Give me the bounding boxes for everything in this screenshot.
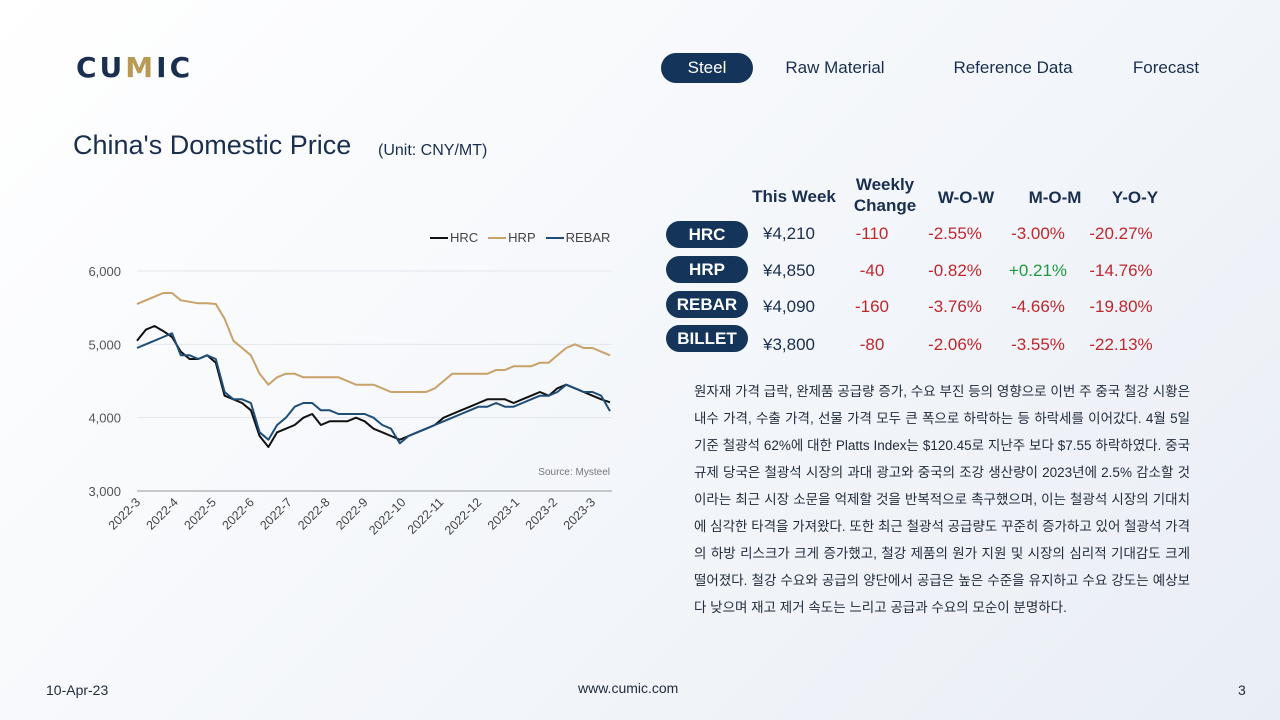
y-tick-label: 3,000 (88, 484, 121, 499)
x-tick-label: 2022-10 (366, 495, 408, 537)
page-number: 3 (1238, 682, 1246, 698)
footer-url[interactable]: www.cumic.com (578, 680, 679, 696)
x-tick-label: 2023-1 (485, 495, 522, 532)
col-yoy: Y-O-Y (1111, 188, 1159, 207)
footer-date: 10-Apr-23 (46, 682, 109, 698)
page-title: China's Domestic Price (73, 130, 352, 160)
x-tick-label: 2022-11 (405, 495, 447, 537)
change-billet: -80 (859, 335, 885, 354)
wow-rebar: -3.76% (928, 297, 982, 316)
yoy-billet: -22.13% (1089, 335, 1153, 354)
tab-steel[interactable]: Steel (661, 53, 753, 83)
unit-label: (Unit: CNY/MT) (378, 142, 488, 159)
x-tick-label: 2022-12 (442, 495, 484, 537)
col-wow: W-O-W (937, 188, 995, 207)
wow-hrc: -2.55% (928, 224, 982, 243)
change-rebar: -160 (854, 297, 890, 316)
col-mom: M-O-M (1028, 188, 1082, 207)
yoy-rebar: -19.80% (1089, 297, 1153, 316)
change-hrp: -40 (859, 261, 885, 280)
y-tick-label: 5,000 (88, 337, 121, 352)
chart-source-note: Source: Mysteel (538, 467, 610, 478)
price-rebar: ¥4,090 (763, 297, 815, 316)
y-tick-label: 6,000 (88, 264, 121, 279)
wow-billet: -2.06% (928, 335, 982, 354)
mom-rebar: -4.66% (1011, 297, 1065, 316)
change-hrc: -110 (855, 224, 889, 243)
cumic-logo[interactable]: CUMIC (76, 51, 193, 84)
yoy-hrp: -14.76% (1089, 261, 1153, 280)
mom-billet: -3.55% (1011, 335, 1065, 354)
x-tick-label: 2023-2 (523, 495, 560, 532)
price-hrp: ¥4,850 (763, 261, 815, 280)
tab-raw-material[interactable]: Raw Material (785, 58, 885, 77)
legend-hrc: HRC (430, 230, 478, 245)
col-weekly-change: Weekly Change (853, 175, 917, 215)
product-rebar: REBAR (666, 291, 748, 318)
logo-wordmark: CUMIC (76, 50, 194, 84)
chart-legend: HRC HRP REBAR (430, 230, 610, 245)
col-this-week: This Week (752, 187, 836, 206)
yoy-hrc: -20.27% (1089, 224, 1153, 243)
product-billet: BILLET (666, 325, 748, 352)
tab-forecast[interactable]: Forecast (1132, 58, 1200, 77)
x-tick-label: 2022-4 (144, 495, 181, 532)
y-tick-label: 4,000 (88, 411, 121, 426)
legend-hrp: HRP (488, 230, 536, 245)
product-hrc: HRC (666, 221, 748, 248)
mom-hrc: -3.00% (1011, 224, 1065, 243)
wow-hrp: -0.82% (928, 261, 982, 280)
price-billet: ¥3,800 (763, 335, 815, 354)
legend-rebar: REBAR (545, 230, 610, 245)
x-tick-label: 2023-3 (561, 495, 598, 532)
market-commentary: 원자재 가격 급락, 완제품 공급량 증가, 수요 부진 등의 영향으로 이번 … (694, 384, 1190, 615)
x-tick-label: 2022-7 (257, 495, 294, 532)
series-line-rebar (136, 332, 611, 445)
price-hrc: ¥4,210 (763, 224, 815, 243)
tab-reference-data[interactable]: Reference Data (953, 58, 1073, 77)
series-line-hrp (136, 292, 611, 393)
product-hrp: HRP (666, 256, 748, 283)
mom-hrp: +0.21% (1008, 261, 1068, 280)
x-tick-label: 2022-8 (295, 495, 332, 532)
x-tick-label: 2022-5 (182, 495, 219, 532)
x-tick-label: 2022-9 (333, 495, 370, 532)
x-tick-label: 2022-3 (106, 495, 143, 532)
x-tick-label: 2022-6 (219, 495, 256, 532)
top-nav: Steel Raw Material Reference Data Foreca… (0, 53, 1280, 83)
